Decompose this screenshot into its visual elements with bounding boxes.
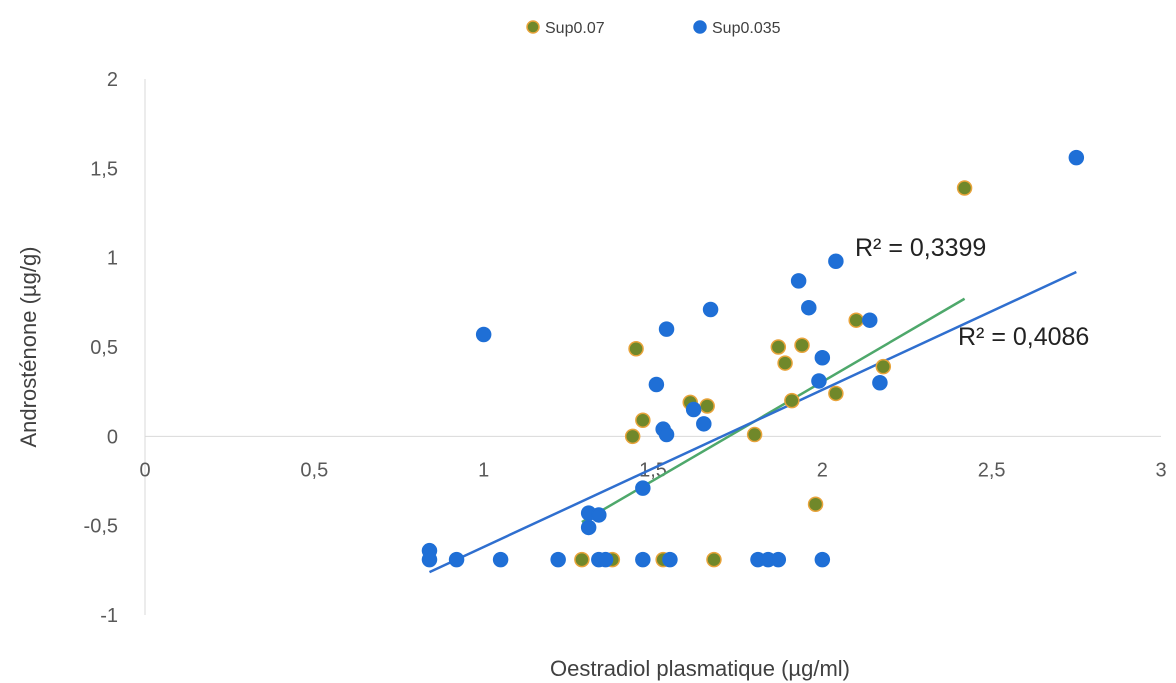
data-point bbox=[848, 312, 864, 328]
legend-label: Sup0.035 bbox=[712, 20, 781, 37]
x-tick-label: 2 bbox=[817, 459, 828, 481]
data-point bbox=[591, 507, 607, 523]
r-squared-label: R² = 0,4086 bbox=[958, 323, 1089, 351]
data-point bbox=[861, 312, 878, 328]
data-point bbox=[770, 551, 787, 568]
y-tick-label: -1 bbox=[100, 605, 118, 627]
y-tick-label: 2 bbox=[107, 69, 118, 91]
data-point bbox=[814, 551, 831, 568]
y-axis-title: Androsténone (µg/g) bbox=[16, 246, 41, 447]
legend-marker bbox=[526, 20, 540, 34]
y-tick-label: 0,5 bbox=[90, 337, 118, 359]
trendlines bbox=[428, 270, 1077, 574]
data-point bbox=[635, 480, 651, 496]
x-tick-label: 2,5 bbox=[978, 459, 1006, 481]
x-tick-label: 1 bbox=[478, 459, 489, 481]
annotations: R² = 0,3399 R² = 0,4086 bbox=[855, 234, 1089, 351]
data-point bbox=[492, 551, 509, 568]
data-point bbox=[811, 373, 827, 389]
x-tick-label: 0 bbox=[139, 459, 150, 481]
data-point bbox=[702, 301, 719, 318]
data-point bbox=[828, 253, 844, 269]
x-axis-title: Oestradiol plasmatique (µg/ml) bbox=[550, 656, 850, 681]
data-point bbox=[746, 426, 763, 443]
legend-marker bbox=[693, 20, 707, 34]
data-point bbox=[421, 551, 438, 568]
x-tick-label: 0,5 bbox=[300, 459, 328, 481]
data-point bbox=[448, 551, 465, 568]
data-point bbox=[658, 426, 675, 443]
data-point bbox=[784, 392, 800, 409]
data-point bbox=[1068, 149, 1085, 166]
data-point bbox=[628, 341, 644, 357]
data-point bbox=[580, 519, 597, 536]
data-point bbox=[956, 180, 973, 196]
data-point bbox=[699, 398, 715, 414]
data-point bbox=[658, 321, 675, 337]
data-point bbox=[794, 337, 810, 353]
data-point bbox=[662, 551, 678, 568]
legend-label: Sup0.07 bbox=[545, 20, 605, 37]
data-point bbox=[875, 358, 892, 375]
data-point bbox=[597, 551, 614, 568]
legend: Sup0.07 Sup0.035 bbox=[526, 20, 781, 37]
data-point bbox=[790, 273, 807, 289]
data-point bbox=[696, 416, 712, 432]
data-point bbox=[685, 401, 702, 418]
trendline bbox=[428, 270, 1077, 574]
data-point bbox=[574, 551, 590, 568]
r-squared-label: R² = 0,3399 bbox=[855, 234, 986, 262]
data-point bbox=[648, 376, 665, 393]
y-tick-label: 1 bbox=[107, 248, 118, 270]
data-point bbox=[872, 374, 888, 391]
data-point bbox=[807, 496, 824, 512]
data-point bbox=[814, 349, 831, 366]
data-point bbox=[706, 551, 722, 568]
data-point bbox=[624, 428, 641, 445]
y-tick-label: 1,5 bbox=[90, 158, 118, 180]
y-tick-label: -0,5 bbox=[84, 516, 118, 538]
x-tick-label: 3 bbox=[1155, 459, 1166, 481]
data-point bbox=[635, 412, 651, 429]
data-point bbox=[550, 551, 566, 568]
data-point bbox=[770, 339, 787, 355]
y-tick-label: 0 bbox=[107, 426, 118, 448]
data-point bbox=[801, 299, 817, 316]
data-point bbox=[777, 355, 793, 371]
data-point bbox=[828, 385, 844, 402]
data-point bbox=[475, 326, 492, 343]
data-points bbox=[421, 149, 1085, 568]
data-point bbox=[635, 551, 651, 568]
